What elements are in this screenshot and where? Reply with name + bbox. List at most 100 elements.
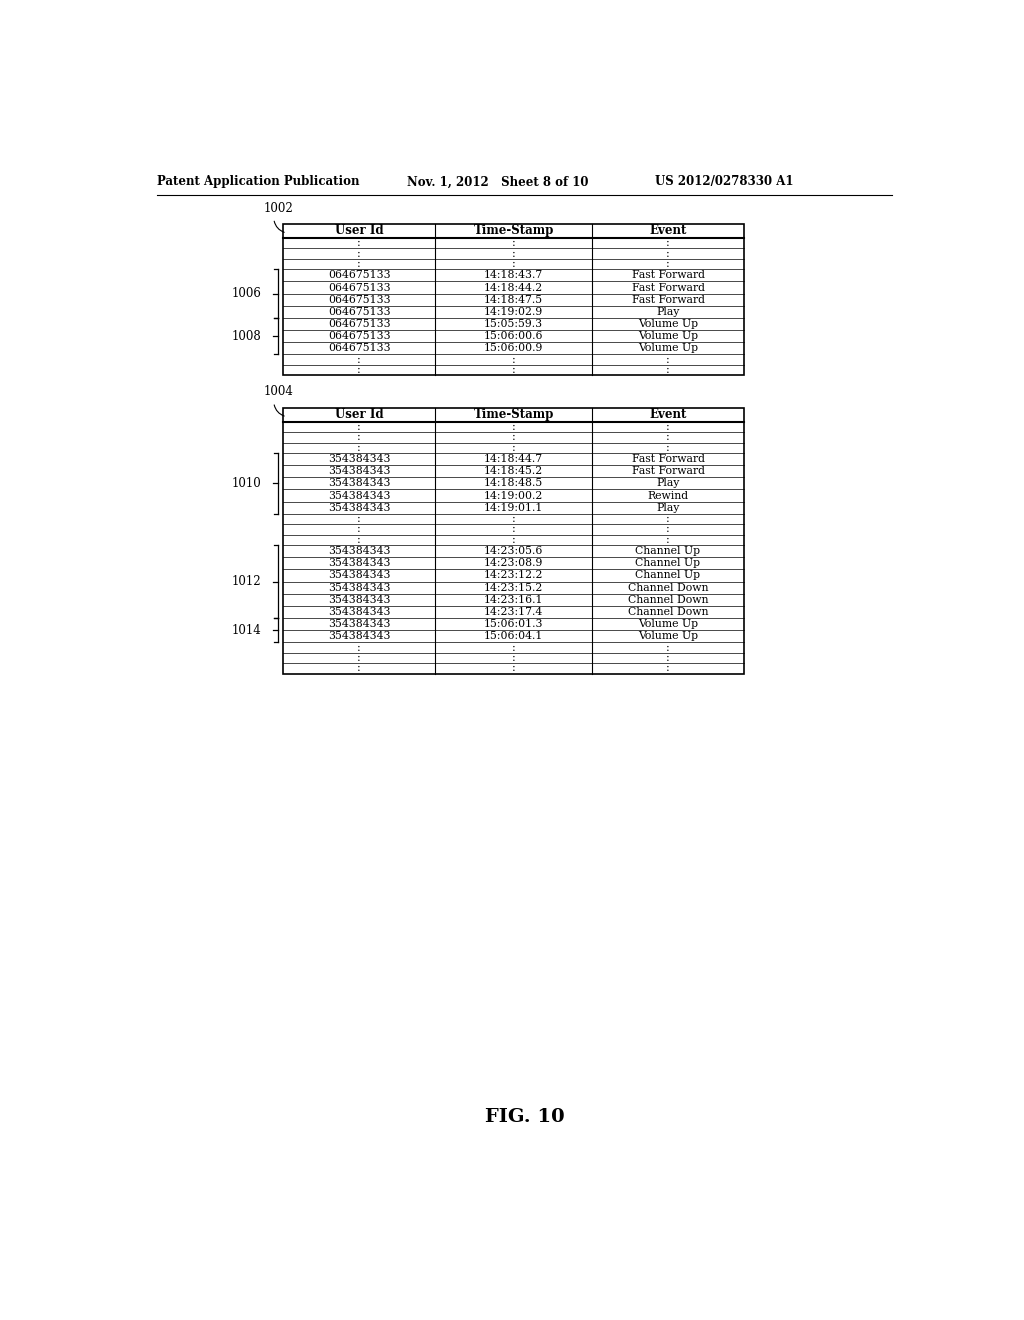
Text: FIG. 10: FIG. 10: [485, 1107, 564, 1126]
Text: :: :: [357, 248, 361, 259]
Text: 064675133: 064675133: [328, 282, 390, 293]
Text: :: :: [512, 239, 515, 248]
Text: Volume Up: Volume Up: [638, 331, 698, 341]
Text: 14:18:43.7: 14:18:43.7: [484, 271, 543, 280]
Text: 354384343: 354384343: [328, 631, 390, 642]
Text: :: :: [667, 664, 670, 673]
Text: :: :: [667, 239, 670, 248]
Text: :: :: [357, 433, 361, 442]
Text: :: :: [667, 524, 670, 535]
Text: 064675133: 064675133: [328, 319, 390, 329]
Text: :: :: [357, 664, 361, 673]
Text: 354384343: 354384343: [328, 478, 390, 488]
Text: Time-Stamp: Time-Stamp: [473, 224, 554, 238]
Text: 354384343: 354384343: [328, 466, 390, 477]
Text: 14:23:05.6: 14:23:05.6: [484, 546, 544, 556]
Text: Volume Up: Volume Up: [638, 619, 698, 630]
Text: :: :: [667, 433, 670, 442]
Text: :: :: [357, 239, 361, 248]
Text: :: :: [512, 535, 515, 545]
Text: Event: Event: [649, 224, 687, 238]
Text: 1014: 1014: [231, 623, 261, 636]
Text: :: :: [357, 524, 361, 535]
Text: 354384343: 354384343: [328, 619, 390, 630]
Text: 1002: 1002: [263, 202, 293, 215]
Text: 14:19:00.2: 14:19:00.2: [484, 491, 544, 500]
Text: 064675133: 064675133: [328, 294, 390, 305]
Text: :: :: [667, 248, 670, 259]
Text: :: :: [667, 513, 670, 524]
Text: Volume Up: Volume Up: [638, 319, 698, 329]
Text: 354384343: 354384343: [328, 558, 390, 569]
Text: 14:18:44.2: 14:18:44.2: [484, 282, 543, 293]
Text: :: :: [667, 366, 670, 375]
Text: :: :: [357, 643, 361, 652]
Text: 354384343: 354384343: [328, 454, 390, 465]
Text: :: :: [667, 653, 670, 663]
Text: Volume Up: Volume Up: [638, 631, 698, 642]
Text: 14:18:48.5: 14:18:48.5: [484, 478, 543, 488]
Text: :: :: [357, 442, 361, 453]
Text: :: :: [512, 433, 515, 442]
Text: 064675133: 064675133: [328, 331, 390, 341]
Text: 14:23:08.9: 14:23:08.9: [484, 558, 544, 569]
Text: Rewind: Rewind: [647, 491, 688, 500]
Text: 354384343: 354384343: [328, 582, 390, 593]
Text: 14:18:47.5: 14:18:47.5: [484, 294, 543, 305]
Text: 14:18:44.7: 14:18:44.7: [484, 454, 543, 465]
Text: Channel Down: Channel Down: [628, 595, 709, 605]
Text: 14:23:16.1: 14:23:16.1: [483, 595, 544, 605]
Text: :: :: [512, 653, 515, 663]
Text: Channel Down: Channel Down: [628, 582, 709, 593]
Text: Play: Play: [656, 478, 680, 488]
Text: 15:06:00.9: 15:06:00.9: [484, 343, 544, 354]
Text: Channel Down: Channel Down: [628, 607, 709, 616]
Text: 14:23:15.2: 14:23:15.2: [484, 582, 544, 593]
Text: :: :: [512, 513, 515, 524]
Bar: [283, 224, 744, 375]
Text: :: :: [667, 422, 670, 432]
Text: Volume Up: Volume Up: [638, 343, 698, 354]
Text: 354384343: 354384343: [328, 491, 390, 500]
Text: :: :: [667, 355, 670, 364]
Text: :: :: [667, 259, 670, 269]
Text: 14:18:45.2: 14:18:45.2: [484, 466, 543, 477]
Text: :: :: [512, 422, 515, 432]
Text: Play: Play: [656, 306, 680, 317]
Text: :: :: [667, 442, 670, 453]
Text: :: :: [512, 524, 515, 535]
Text: 354384343: 354384343: [328, 570, 390, 581]
Text: Patent Application Publication: Patent Application Publication: [158, 176, 360, 189]
Text: 14:19:02.9: 14:19:02.9: [484, 306, 543, 317]
Text: :: :: [667, 643, 670, 652]
Text: 1008: 1008: [231, 330, 261, 343]
Text: 354384343: 354384343: [328, 607, 390, 616]
Text: :: :: [512, 259, 515, 269]
Text: Fast Forward: Fast Forward: [632, 294, 705, 305]
Text: :: :: [512, 366, 515, 375]
Text: 064675133: 064675133: [328, 343, 390, 354]
Text: US 2012/0278330 A1: US 2012/0278330 A1: [655, 176, 794, 189]
Text: 1004: 1004: [263, 385, 294, 399]
Text: 354384343: 354384343: [328, 546, 390, 556]
Text: User Id: User Id: [335, 224, 383, 238]
Text: :: :: [357, 513, 361, 524]
Text: Channel Up: Channel Up: [636, 570, 700, 581]
Text: :: :: [357, 259, 361, 269]
Text: 354384343: 354384343: [328, 503, 390, 512]
Text: :: :: [512, 248, 515, 259]
Text: User Id: User Id: [335, 408, 383, 421]
Text: 14:19:01.1: 14:19:01.1: [484, 503, 544, 512]
Text: :: :: [667, 535, 670, 545]
Text: 064675133: 064675133: [328, 306, 390, 317]
Text: Channel Up: Channel Up: [636, 546, 700, 556]
Text: 15:06:04.1: 15:06:04.1: [484, 631, 544, 642]
Text: 15:06:01.3: 15:06:01.3: [483, 619, 544, 630]
Text: 15:06:00.6: 15:06:00.6: [483, 331, 544, 341]
Text: 1010: 1010: [231, 477, 261, 490]
Text: Time-Stamp: Time-Stamp: [473, 408, 554, 421]
Text: Channel Up: Channel Up: [636, 558, 700, 569]
Text: 14:23:17.4: 14:23:17.4: [484, 607, 543, 616]
Text: :: :: [357, 535, 361, 545]
Text: 1012: 1012: [231, 576, 261, 587]
